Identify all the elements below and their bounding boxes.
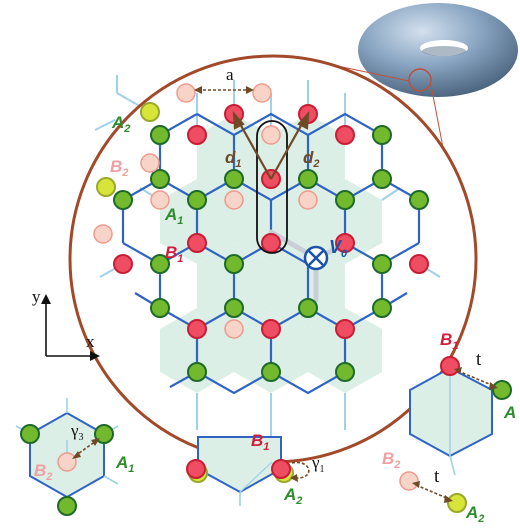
a2-site — [140, 102, 160, 122]
lattice-interior — [99, 80, 441, 440]
axis-y-label: y — [32, 287, 41, 306]
faded-b-site — [298, 190, 318, 210]
label-b1-inset: B1 — [251, 431, 269, 453]
circled-cross-icon — [303, 245, 329, 271]
faded-b-sites — [150, 125, 318, 339]
a-site — [372, 298, 392, 318]
zoom-spot — [408, 68, 432, 92]
a-site — [409, 190, 429, 210]
label-t-upper: t — [476, 349, 482, 370]
label-a2: A2 — [111, 113, 130, 135]
a-site — [298, 298, 318, 318]
b-site — [261, 233, 281, 253]
d1-vector — [238, 121, 272, 180]
inset-hopping: t B1 A t B2 A2 — [382, 330, 516, 525]
label-v0: V0 — [329, 237, 348, 260]
faded-b-site — [93, 224, 113, 244]
b-site — [187, 125, 207, 145]
b-site — [187, 233, 207, 253]
faded-b-site — [252, 83, 272, 103]
a-site — [261, 362, 281, 382]
a-site — [150, 254, 170, 274]
coordinate-axes: y x — [32, 287, 100, 361]
faded-b-site — [150, 190, 170, 210]
label-b2-inset: B2 — [34, 461, 52, 483]
nnn-vectors — [232, 110, 310, 180]
b-site — [335, 319, 355, 339]
axis-x-label: x — [86, 332, 95, 351]
a-site — [150, 169, 170, 189]
torus-icon — [358, 3, 518, 97]
a-site — [150, 298, 170, 318]
label-a2-right: A2 — [465, 503, 484, 525]
inset-gamma1: γ1 B1 A2 — [186, 431, 325, 507]
label-t-lower: t — [434, 466, 440, 487]
label-d1: d1 — [225, 148, 242, 170]
a-site — [372, 125, 392, 145]
d2-arrowhead — [297, 110, 310, 130]
faded-b-site — [224, 319, 244, 339]
lattice-constant-label: a — [226, 65, 234, 84]
outside-sites — [93, 83, 272, 244]
b-sublattice-sites — [113, 104, 429, 339]
label-a2-inset: A2 — [283, 485, 302, 507]
a-site — [224, 169, 244, 189]
b-site — [113, 254, 133, 274]
faded-b-site — [140, 153, 160, 173]
b-site — [187, 319, 207, 339]
label-a1: A1 — [164, 205, 183, 227]
a-site — [224, 254, 244, 274]
b-site — [335, 233, 355, 253]
a-sublattice-sites — [113, 125, 429, 382]
label-a1-inset: A1 — [115, 453, 134, 475]
faded-b-site — [224, 190, 244, 210]
label-a-trunc: A — [503, 403, 516, 422]
label-b2-right: B2 — [382, 449, 400, 471]
inset-gamma3: γ3 A1 B2 — [15, 398, 134, 516]
b-site — [261, 319, 281, 339]
b-site — [409, 254, 429, 274]
label-b1-right: B1 — [440, 330, 458, 352]
a-site — [335, 190, 355, 210]
a-site — [298, 169, 318, 189]
a-site — [187, 190, 207, 210]
faded-b-site — [176, 83, 196, 103]
label-d2: d2 — [303, 148, 320, 170]
faded-b-site — [261, 125, 281, 145]
label-gamma1: γ1 — [311, 453, 325, 475]
label-b1: B1 — [165, 243, 183, 265]
hex-plaquettes — [160, 114, 382, 393]
label-b2: B2 — [110, 157, 128, 179]
label-gamma3: γ3 — [70, 421, 84, 443]
lattice-constant-arrow — [194, 86, 254, 94]
a-site — [335, 362, 355, 382]
a-site — [187, 362, 207, 382]
a-site — [372, 254, 392, 274]
a-site — [224, 298, 244, 318]
b-site — [335, 125, 355, 145]
d2-vector — [270, 121, 304, 180]
d1-arrowhead — [232, 110, 245, 130]
a-site — [372, 169, 392, 189]
a-site — [150, 125, 170, 145]
a2-site — [96, 177, 116, 197]
a-site — [113, 190, 133, 210]
vortex-capsule — [256, 120, 288, 254]
